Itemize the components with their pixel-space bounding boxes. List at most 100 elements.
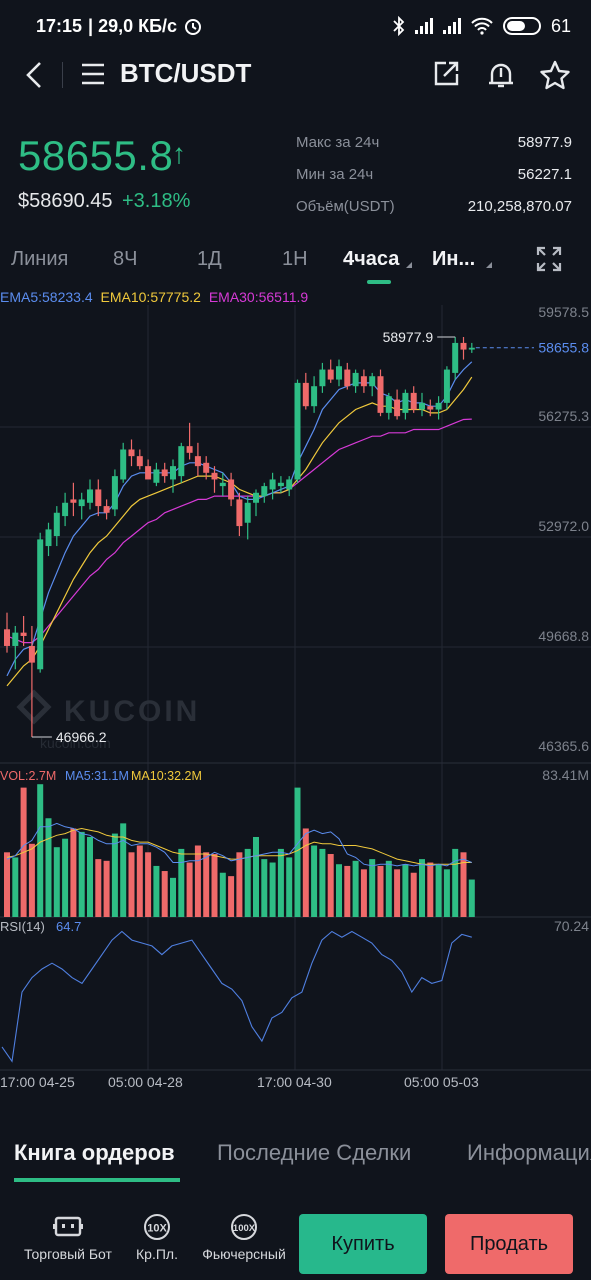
volume-bar xyxy=(302,828,309,917)
fullscreen-icon[interactable] xyxy=(536,246,562,272)
rsi-legend-label: RSI(14) xyxy=(0,919,45,934)
volume-bar xyxy=(443,869,450,917)
pair-header: BTC/USDT xyxy=(0,52,591,98)
candle-body xyxy=(402,392,409,413)
bottom-tabs: Книга ордеров Последние Сделки Информаци… xyxy=(0,1130,591,1186)
stat-value: 210,258,870.07 xyxy=(467,198,572,215)
tab-recent-trades[interactable]: Последние Сделки xyxy=(217,1140,412,1165)
menu-icon[interactable] xyxy=(80,62,106,86)
volume-bar xyxy=(394,869,401,917)
candle-body xyxy=(435,402,442,410)
active-tab-indicator xyxy=(367,280,391,284)
volume-bar xyxy=(153,865,160,917)
candle-body xyxy=(78,499,85,507)
candle-body xyxy=(178,446,185,477)
candle-body xyxy=(194,456,201,467)
candle-body xyxy=(186,446,193,453)
candle-body xyxy=(261,486,268,497)
volume-bar xyxy=(228,876,235,917)
tab-line[interactable]: Линия xyxy=(11,248,69,270)
battery-icon xyxy=(502,17,541,35)
status-speed: | 29,0 КБ/с xyxy=(88,15,178,36)
ema5-label: EMA5:58233.4 xyxy=(0,289,93,305)
trading-bot-button[interactable]: Торговый Бот xyxy=(14,1214,122,1262)
volume-bar xyxy=(87,836,93,917)
caret-icon xyxy=(406,262,412,268)
volume-bar xyxy=(277,848,284,917)
alert-bell-icon[interactable] xyxy=(486,60,516,90)
back-icon[interactable] xyxy=(22,60,46,90)
volume-bar xyxy=(377,865,384,917)
usd-price: $58690.45 xyxy=(18,190,113,212)
candle-body xyxy=(460,342,467,350)
candle-body xyxy=(302,382,309,407)
margin-10x-icon: 10X xyxy=(144,1214,170,1240)
candle-body xyxy=(128,449,135,457)
candle-body xyxy=(327,369,334,380)
tab-order-book[interactable]: Книга ордеров xyxy=(14,1140,175,1165)
candle-body xyxy=(45,529,52,547)
ticker-stats: Макс за 24ч 58977.9 Мин за 24ч 56227.1 О… xyxy=(296,130,572,226)
candle-body xyxy=(111,476,118,510)
battery-level: 61 xyxy=(550,15,571,36)
tab-4h[interactable]: 4часа xyxy=(343,248,400,270)
candle-body xyxy=(211,472,218,480)
margin-label: Кр.Пл. xyxy=(136,1246,178,1262)
volume-bar xyxy=(336,864,342,917)
volume-bar xyxy=(178,848,185,917)
volume-bar xyxy=(45,818,52,917)
signal-icon xyxy=(414,18,433,34)
candle-body xyxy=(145,466,152,480)
sell-button[interactable]: Продать xyxy=(445,1214,573,1274)
tab-8h[interactable]: 8Ч xyxy=(113,248,138,270)
tab-1w[interactable]: 1Н xyxy=(282,248,308,270)
volume-axis-label: 83.41M xyxy=(542,767,589,783)
pair-title[interactable]: BTC/USDT xyxy=(120,58,252,88)
volume-bar xyxy=(385,860,392,917)
volume-bar xyxy=(4,852,10,917)
candle-body xyxy=(377,376,384,413)
stat-label: Объём(USDT) xyxy=(296,198,395,215)
candle-body xyxy=(385,396,392,413)
watermark-text: KUCOIN xyxy=(64,695,200,728)
rsi-axis-label: 70.24 xyxy=(554,918,589,934)
tab-indicators[interactable]: Ин... xyxy=(432,248,476,270)
wifi-icon xyxy=(471,17,493,35)
buy-button[interactable]: Купить xyxy=(299,1214,427,1274)
volume-bar xyxy=(136,845,143,917)
status-time: 17:15 xyxy=(36,15,83,36)
candle-body xyxy=(294,382,301,480)
star-icon[interactable] xyxy=(540,60,570,90)
tab-1d[interactable]: 1Д xyxy=(197,248,222,270)
volume-legend-ma5: MA5:31.1M xyxy=(65,769,129,783)
high-label: 58977.9 xyxy=(383,329,434,345)
candle-body xyxy=(311,386,318,407)
volume-bar xyxy=(435,864,442,917)
volume-bar xyxy=(327,854,334,917)
candle-body xyxy=(277,482,284,487)
price-change: +3.18% xyxy=(122,190,191,212)
rsi-legend-value: 64.7 xyxy=(56,919,81,934)
candle-body xyxy=(70,499,77,503)
candle-body xyxy=(369,376,376,387)
tab-info[interactable]: Информация xyxy=(467,1140,591,1165)
volume-bar xyxy=(311,845,318,917)
candle-body xyxy=(103,506,110,513)
candle-body xyxy=(170,466,176,480)
share-icon[interactable] xyxy=(432,60,460,88)
volume-bar xyxy=(70,828,77,917)
low-label: 46966.2 xyxy=(56,729,107,745)
candle-body xyxy=(12,632,19,646)
futures-button[interactable]: 100X Фьючерсный xyxy=(194,1214,294,1262)
ema-legend: EMA5:58233.4 EMA10:57775.2 EMA30:56511.9 xyxy=(0,289,308,305)
candle-body xyxy=(253,492,259,503)
price-chart[interactable]: KUCOIN kucoin.com 59578.5 56275.3 52972.0 496… xyxy=(0,305,591,1105)
margin-button[interactable]: 10X Кр.Пл. xyxy=(128,1214,186,1262)
candle-body xyxy=(410,392,417,410)
trading-bot-label: Торговый Бот xyxy=(24,1246,112,1262)
stat-high: Макс за 24ч 58977.9 xyxy=(296,130,572,162)
stat-volume: Объём(USDT) 210,258,870.07 xyxy=(296,194,572,226)
stat-label: Мин за 24ч xyxy=(296,166,374,183)
last-price-label: 58655.8 xyxy=(538,340,589,356)
volume-bar xyxy=(468,879,475,917)
